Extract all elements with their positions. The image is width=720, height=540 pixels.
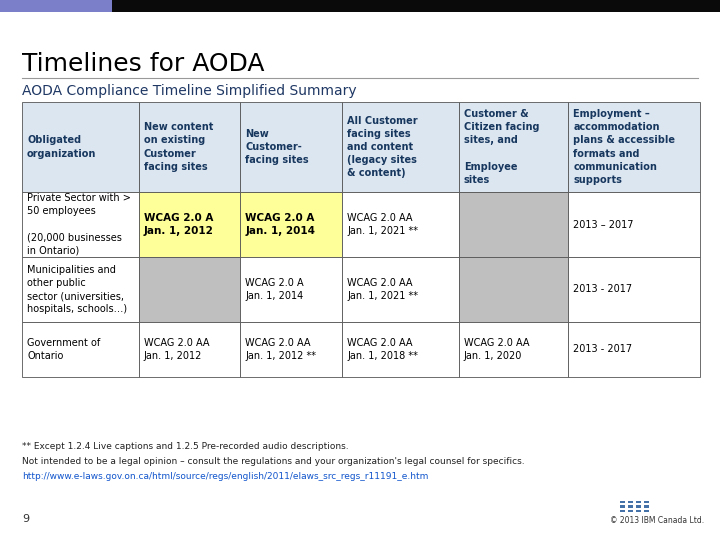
Text: WCAG 2.0 A
Jan. 1, 2014: WCAG 2.0 A Jan. 1, 2014 <box>246 278 304 301</box>
Bar <box>568 322 700 377</box>
Bar <box>240 192 342 257</box>
Text: WCAG 2.0 A
Jan. 1, 2014: WCAG 2.0 A Jan. 1, 2014 <box>246 213 315 236</box>
Text: WCAG 2.0 AA
Jan. 1, 2018 **: WCAG 2.0 AA Jan. 1, 2018 ** <box>347 338 418 361</box>
Bar <box>112 0 720 12</box>
Text: 2013 - 2017: 2013 - 2017 <box>573 345 632 354</box>
Text: New
Customer-
facing sites: New Customer- facing sites <box>246 129 309 165</box>
Text: Customer &
Citizen facing
sites, and

Employee
sites: Customer & Citizen facing sites, and Emp… <box>464 109 539 185</box>
Text: Timelines for AODA: Timelines for AODA <box>22 52 264 76</box>
Bar <box>459 322 568 377</box>
Text: WCAG 2.0 AA
Jan. 1, 2021 **: WCAG 2.0 AA Jan. 1, 2021 ** <box>347 213 418 236</box>
Text: ** Except 1.2.4 Live captions and 1.2.5 Pre-recorded audio descriptions.: ** Except 1.2.4 Live captions and 1.2.5 … <box>22 442 348 451</box>
Bar <box>240 322 342 377</box>
Bar <box>139 102 240 192</box>
Bar <box>628 510 633 512</box>
Text: Government of
Ontario: Government of Ontario <box>27 338 100 361</box>
Bar <box>342 257 459 322</box>
Bar <box>620 510 625 512</box>
Bar <box>644 505 649 508</box>
Bar <box>459 102 568 192</box>
Bar <box>342 102 459 192</box>
Text: Employment –
accommodation
plans & accessible
formats and
communication
supports: Employment – accommodation plans & acces… <box>573 109 675 185</box>
Bar <box>620 501 625 503</box>
Bar <box>459 192 568 257</box>
Bar <box>568 102 700 192</box>
Text: http://www.e-laws.gov.on.ca/html/source/regs/english/2011/elaws_src_regs_r11191_: http://www.e-laws.gov.on.ca/html/source/… <box>22 472 428 481</box>
Text: New content
on existing
Customer
facing sites: New content on existing Customer facing … <box>144 122 213 172</box>
Bar <box>620 505 625 508</box>
Bar <box>22 257 139 322</box>
Bar <box>636 510 641 512</box>
Bar <box>636 501 641 503</box>
Bar <box>0 0 112 12</box>
Bar <box>628 505 633 508</box>
Text: WCAG 2.0 A
Jan. 1, 2012: WCAG 2.0 A Jan. 1, 2012 <box>144 213 214 236</box>
Text: © 2013 IBM Canada Ltd.: © 2013 IBM Canada Ltd. <box>610 516 704 525</box>
Bar <box>139 322 240 377</box>
Text: 2013 – 2017: 2013 – 2017 <box>573 219 634 230</box>
Bar <box>568 257 700 322</box>
Bar <box>240 102 342 192</box>
Text: AODA Compliance Timeline Simplified Summary: AODA Compliance Timeline Simplified Summ… <box>22 84 356 98</box>
Bar <box>644 501 649 503</box>
Text: WCAG 2.0 AA
Jan. 1, 2020: WCAG 2.0 AA Jan. 1, 2020 <box>464 338 529 361</box>
Text: WCAG 2.0 AA
Jan. 1, 2021 **: WCAG 2.0 AA Jan. 1, 2021 ** <box>347 278 418 301</box>
Text: 2013 - 2017: 2013 - 2017 <box>573 285 632 294</box>
Bar <box>342 192 459 257</box>
Bar <box>139 192 240 257</box>
Bar <box>342 322 459 377</box>
Bar <box>240 257 342 322</box>
Bar <box>628 501 633 503</box>
Text: Private Sector with >
50 employees

(20,000 businesses
in Ontario): Private Sector with > 50 employees (20,0… <box>27 193 131 256</box>
Bar <box>636 505 641 508</box>
Bar <box>568 192 700 257</box>
Text: Municipalities and
other public
sector (universities,
hospitals, schools…): Municipalities and other public sector (… <box>27 265 127 314</box>
Bar <box>22 322 139 377</box>
Bar <box>22 192 139 257</box>
Text: WCAG 2.0 AA
Jan. 1, 2012: WCAG 2.0 AA Jan. 1, 2012 <box>144 338 210 361</box>
Text: All Customer
facing sites
and content
(legacy sites
& content): All Customer facing sites and content (l… <box>347 116 418 178</box>
Bar <box>139 257 240 322</box>
Bar <box>644 510 649 512</box>
Text: Not intended to be a legal opinion – consult the regulations and your organizati: Not intended to be a legal opinion – con… <box>22 457 525 466</box>
Text: WCAG 2.0 AA
Jan. 1, 2012 **: WCAG 2.0 AA Jan. 1, 2012 ** <box>246 338 317 361</box>
Bar <box>459 257 568 322</box>
Bar <box>22 102 139 192</box>
Text: 9: 9 <box>22 514 29 524</box>
Text: Obligated
organization: Obligated organization <box>27 136 96 159</box>
